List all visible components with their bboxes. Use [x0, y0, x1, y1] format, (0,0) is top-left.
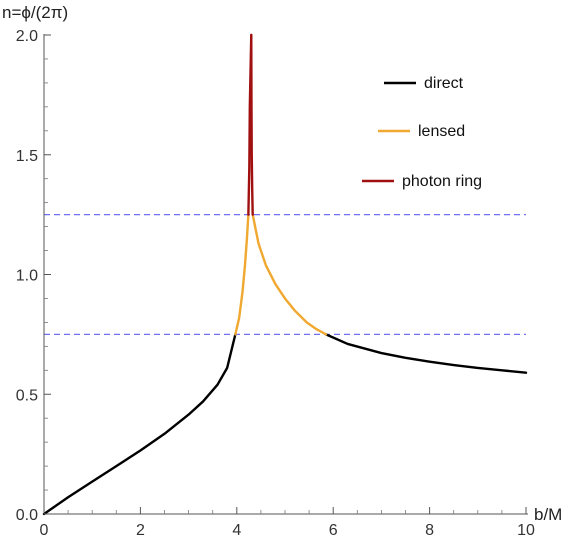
x-tick-label: 0	[40, 522, 49, 539]
series-line-lensed-0	[234, 213, 250, 336]
series-line-photon-ring-1	[250, 33, 254, 216]
y-tick-label: 2.0	[16, 28, 38, 45]
series-layer	[42, 33, 528, 516]
y-axis-label: n=ϕ/(2π)	[2, 3, 68, 22]
y-tick-label: 0.5	[16, 387, 38, 404]
x-tick-label: 4	[232, 522, 241, 539]
x-tick-label: 6	[329, 522, 338, 539]
x-tick-label: 2	[136, 522, 145, 539]
y-tick-label: 0.0	[16, 507, 38, 524]
ticks: 0 2 4 6 8 10 0.0 0.5 1.0 1.5 2.0	[16, 28, 535, 539]
reference-lines	[44, 213, 526, 336]
y-tick-label: 1.0	[16, 268, 38, 285]
legend: direct lensed photon ring	[362, 75, 482, 190]
legend-label-lensed: lensed	[418, 123, 465, 140]
x-tick-label: 8	[425, 522, 434, 539]
legend-label-direct: direct	[424, 75, 464, 92]
series-line-lensed-1	[251, 213, 328, 336]
x-axis-label: b/M	[534, 505, 562, 524]
series-line-direct-0	[42, 333, 237, 516]
x-tick-label: 10	[517, 522, 535, 539]
y-tick-label: 1.5	[16, 148, 38, 165]
axes	[43, 34, 528, 515]
series-line-direct-1	[324, 333, 528, 374]
legend-label-photon-ring: photon ring	[402, 173, 482, 190]
